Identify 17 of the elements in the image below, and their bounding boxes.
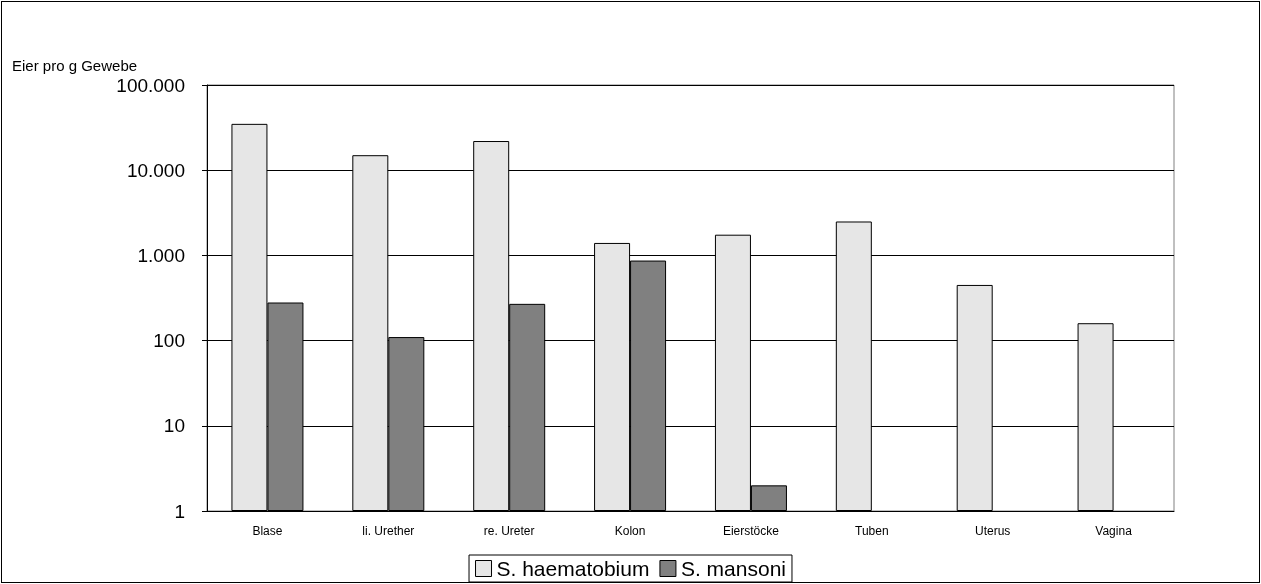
y-axis-title: Eier pro g Gewebe — [12, 57, 138, 74]
x-tick-label: Uterus — [975, 524, 1011, 538]
y-tick-label: 100 — [153, 330, 185, 352]
y-tick-label: 1.000 — [137, 244, 185, 266]
y-tick-label: 100.000 — [116, 74, 185, 96]
x-tick-label: Blase — [252, 524, 283, 538]
x-tick-label: re. Ureter — [483, 524, 535, 538]
x-tick-label: li. Urether — [362, 524, 415, 538]
x-tick-label: Tuben — [855, 524, 889, 538]
y-tick-label: 10 — [163, 415, 185, 437]
x-tick-label: Kolon — [614, 524, 646, 538]
x-tick-label: Eierstöcke — [722, 524, 780, 538]
y-tick-label: 1 — [174, 500, 185, 522]
legend-label: S. mansoni — [680, 557, 786, 580]
x-tick-label: Vagina — [1095, 524, 1133, 538]
y-tick-label: 10.000 — [126, 159, 185, 181]
legend-label: S. haematobium — [496, 557, 650, 580]
